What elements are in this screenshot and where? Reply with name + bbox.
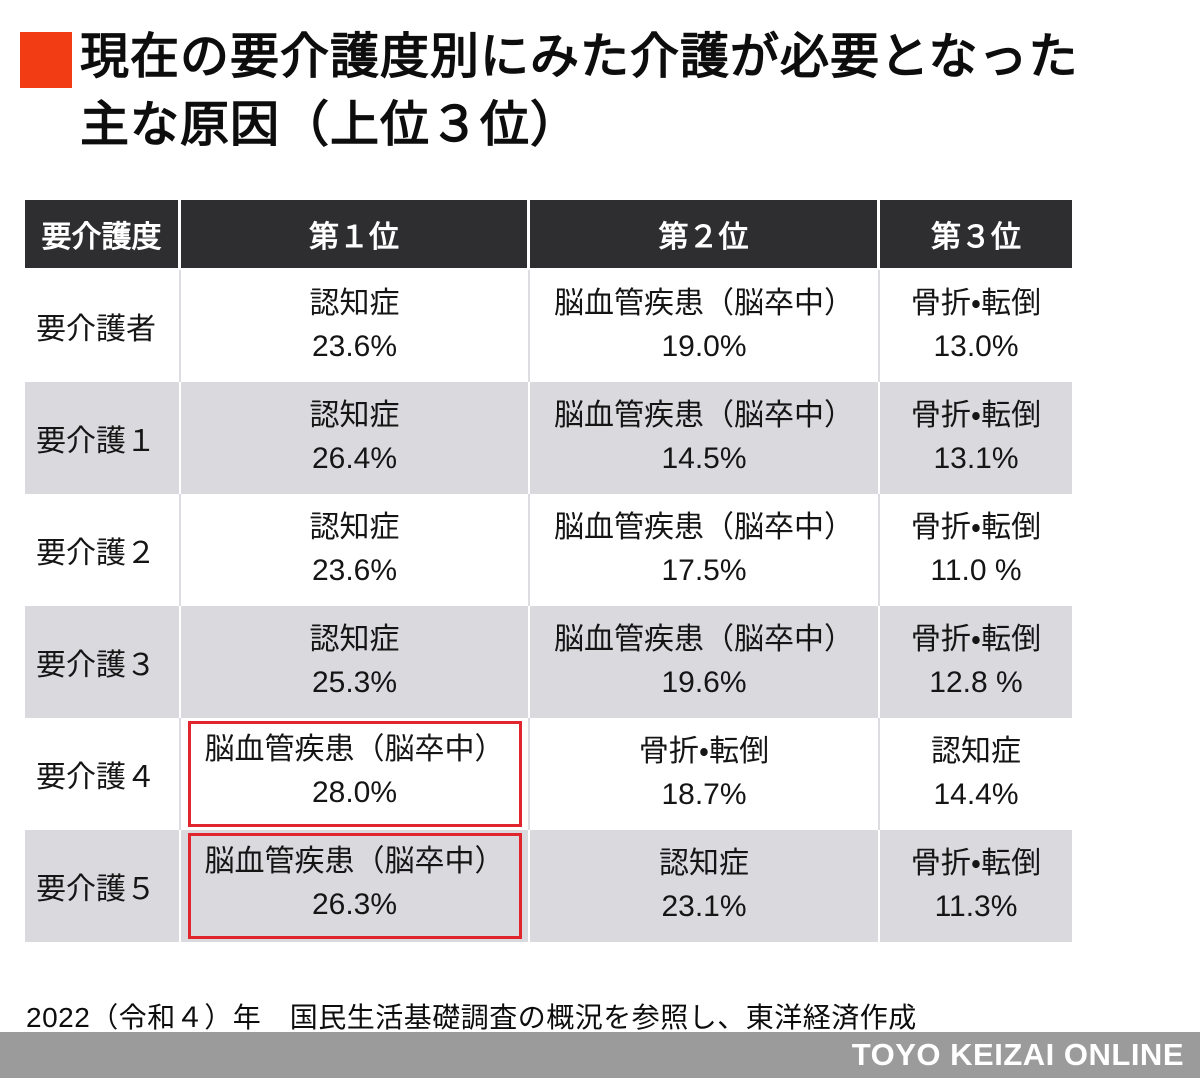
cause-cell: 認知症 26.4%: [310, 395, 400, 480]
cause-percent: 13.1%: [933, 442, 1019, 475]
cell-rank3: 骨折・転倒 11.3%: [880, 830, 1072, 942]
page-title: 現在の要介護度別にみた介護が必要となった 主な原因（上位３位）: [80, 24, 1079, 159]
cause-cell: 脳血管疾患（脳卒中） 19.0%: [554, 283, 854, 368]
cause-cell: 骨折・転倒 11.0 %: [911, 507, 1041, 592]
cause-percent: 23.6%: [311, 554, 398, 587]
header-rank1: 第１位: [181, 200, 530, 270]
brand-label: TOYO KEIZAI ONLINE: [851, 1037, 1184, 1072]
row-level-label: 要介護１: [25, 382, 181, 494]
cell-rank2: 脳血管疾患（脳卒中） 17.5%: [530, 494, 880, 606]
cause-percent: 19.0%: [661, 330, 747, 363]
cause-percent: 14.5%: [661, 442, 747, 475]
cell-rank3: 骨折・転倒 11.0 %: [880, 494, 1072, 606]
cause-name: 骨折・転倒: [910, 399, 1042, 433]
table-header-row: 要介護度 第１位 第２位 第３位: [25, 200, 1072, 270]
cause-percent: 14.4%: [933, 778, 1019, 811]
cause-percent: 25.3%: [311, 666, 398, 699]
cause-name: 脳血管疾患（脳卒中）: [554, 287, 854, 321]
cause-percent: 26.4%: [311, 442, 398, 475]
page-title-line2: 主な原因（上位３位）: [80, 97, 581, 152]
cause-percent: 23.6%: [311, 330, 398, 363]
cell-rank3: 骨折・転倒 13.1%: [880, 382, 1072, 494]
cause-name: 認知症: [309, 399, 400, 433]
row-level-label: 要介護者: [25, 270, 181, 382]
table-row: 要介護３ 認知症 25.3% 脳血管疾患（脳卒中） 19.6% 骨折・転倒: [25, 606, 1072, 718]
cell-rank1: 脳血管疾患（脳卒中） 28.0%: [181, 718, 530, 830]
cause-percent: 26.3%: [311, 888, 398, 921]
cause-cell: 脳血管疾患（脳卒中） 14.5%: [554, 395, 854, 480]
cause-cell: 認知症 23.6%: [310, 283, 400, 368]
cause-cell: 骨折・転倒 13.1%: [911, 395, 1041, 480]
cause-percent: 13.0%: [933, 330, 1019, 363]
cause-name: 脳血管疾患（脳卒中）: [554, 511, 854, 545]
cause-name: 認知症: [659, 847, 749, 881]
cell-rank1: 認知症 23.6%: [181, 494, 530, 606]
cause-percent: 11.3%: [934, 890, 1018, 923]
cause-percent: 23.1%: [661, 890, 747, 923]
cell-rank3: 骨折・転倒 13.0%: [880, 270, 1072, 382]
cause-cell: 認知症 23.1%: [659, 843, 749, 928]
header-rank3: 第３位: [880, 200, 1072, 270]
header-care-level: 要介護度: [25, 200, 181, 270]
cause-cell: 骨折・転倒 12.8 %: [911, 619, 1041, 704]
row-level-label: 要介護２: [25, 494, 181, 606]
cause-percent: 18.7%: [661, 778, 747, 811]
cause-name: 認知症: [309, 287, 400, 321]
cause-name: 骨折・転倒: [910, 623, 1042, 657]
header-rank2: 第２位: [530, 200, 880, 270]
cause-name: 脳血管疾患（脳卒中）: [554, 399, 854, 433]
cause-name: 認知症: [309, 623, 400, 657]
brand-bar: TOYO KEIZAI ONLINE: [0, 1032, 1200, 1078]
cell-rank2: 認知症 23.1%: [530, 830, 880, 942]
cause-name: 骨折・転倒: [638, 735, 770, 769]
cause-name: 認知症: [931, 735, 1021, 769]
cause-percent: 19.6%: [661, 666, 747, 699]
cause-name: 骨折・転倒: [910, 511, 1042, 545]
cell-rank1: 認知症 25.3%: [181, 606, 530, 718]
cause-percent: 11.0 %: [930, 554, 1022, 587]
cell-rank3: 骨折・転倒 12.8 %: [880, 606, 1072, 718]
cause-cell: 骨折・転倒 18.7%: [639, 731, 769, 816]
cause-percent: 12.8 %: [929, 666, 1023, 699]
table-row: 要介護１ 認知症 26.4% 脳血管疾患（脳卒中） 14.5% 骨折・転倒: [25, 382, 1072, 494]
cause-cell: 認知症 14.4%: [931, 731, 1021, 816]
row-level-label: 要介護５: [25, 830, 181, 942]
page-title-line1: 現在の要介護度別にみた介護が必要となった: [80, 30, 1079, 84]
accent-square-icon: [20, 32, 72, 88]
cause-name: 脳血管疾患（脳卒中）: [204, 845, 505, 879]
cause-name: 脳血管疾患（脳卒中）: [204, 733, 505, 767]
cell-rank2: 脳血管疾患（脳卒中） 19.0%: [530, 270, 880, 382]
care-cause-table: 要介護度 第１位 第２位 第３位 要介護者 認知症 23.6% 脳血管疾患（脳卒…: [25, 200, 1072, 942]
cause-cell: 認知症 23.6%: [310, 507, 400, 592]
row-level-label: 要介護３: [25, 606, 181, 718]
cause-cell: 認知症 25.3%: [310, 619, 400, 704]
cause-name: 骨折・転倒: [910, 287, 1042, 321]
cause-name: 脳血管疾患（脳卒中）: [554, 623, 854, 657]
cell-rank3: 認知症 14.4%: [880, 718, 1072, 830]
cause-cell: 骨折・転倒 13.0%: [911, 283, 1041, 368]
highlight-box: 脳血管疾患（脳卒中） 28.0%: [187, 721, 522, 827]
cause-cell: 脳血管疾患（脳卒中） 17.5%: [554, 507, 854, 592]
cell-rank1: 認知症 23.6%: [181, 270, 530, 382]
cell-rank1: 脳血管疾患（脳卒中） 26.3%: [181, 830, 530, 942]
highlight-box: 脳血管疾患（脳卒中） 26.3%: [187, 833, 522, 939]
cause-name: 骨折・転倒: [910, 847, 1042, 881]
table-row: 要介護者 認知症 23.6% 脳血管疾患（脳卒中） 19.0% 骨折・転倒: [25, 270, 1072, 382]
cause-name: 認知症: [309, 511, 400, 545]
cause-cell: 骨折・転倒 11.3%: [911, 843, 1041, 928]
cause-percent: 17.5%: [661, 554, 747, 587]
cause-percent: 28.0%: [311, 776, 398, 809]
cell-rank2: 骨折・転倒 18.7%: [530, 718, 880, 830]
cell-rank1: 認知症 26.4%: [181, 382, 530, 494]
title-block: 現在の要介護度別にみた介護が必要となった 主な原因（上位３位）: [20, 24, 1180, 159]
cell-rank2: 脳血管疾患（脳卒中） 14.5%: [530, 382, 880, 494]
table-row: 要介護２ 認知症 23.6% 脳血管疾患（脳卒中） 17.5% 骨折・転倒: [25, 494, 1072, 606]
table-row: 要介護４ 脳血管疾患（脳卒中） 28.0% 骨折・転倒 18.7% 認知症: [25, 718, 1072, 830]
table-row: 要介護５ 脳血管疾患（脳卒中） 26.3% 認知症 23.1% 骨折・転倒: [25, 830, 1072, 942]
cause-cell: 脳血管疾患（脳卒中） 19.6%: [554, 619, 854, 704]
source-note: 2022（令和４）年 国民生活基礎調査の概況を参照し、東洋経済作成: [26, 1002, 917, 1033]
row-level-label: 要介護４: [25, 718, 181, 830]
cell-rank2: 脳血管疾患（脳卒中） 19.6%: [530, 606, 880, 718]
